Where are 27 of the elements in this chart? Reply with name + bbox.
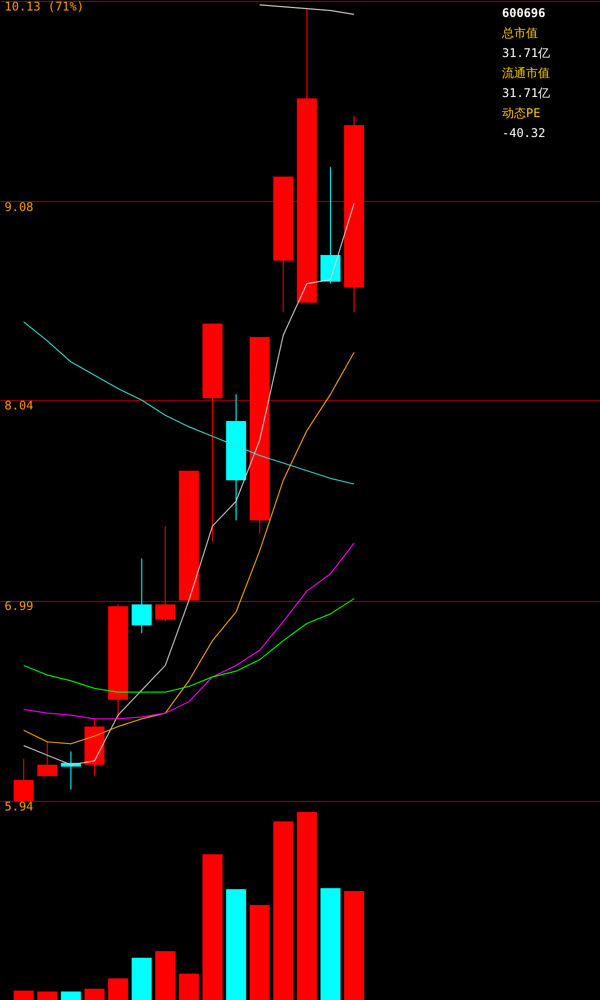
bar: [250, 905, 270, 1000]
bar: [84, 988, 104, 1000]
bar: [226, 889, 246, 1000]
text: -40.32: [502, 126, 546, 140]
bar: [202, 854, 222, 1000]
bar: [178, 974, 199, 1000]
bar: [155, 951, 176, 1000]
bar: [320, 888, 340, 1000]
bar: [132, 958, 152, 1000]
bar: [108, 978, 128, 1000]
bar: [273, 821, 294, 1000]
text: 600696: [502, 6, 546, 20]
text: 31.71亿: [502, 46, 550, 60]
y-tick-label: 8.04: [4, 398, 34, 413]
y-tick-label: 10.13 (71%): [4, 0, 84, 14]
y-tick-label: 6.99: [4, 599, 34, 614]
text: 总市值: [501, 26, 538, 40]
bar: [14, 990, 34, 1000]
y-tick-label: 5.94: [4, 800, 34, 814]
bar: [60, 992, 81, 1000]
text: 动态PE: [502, 106, 540, 120]
bar: [37, 992, 58, 1000]
bar: [344, 890, 364, 1000]
y-tick-label: 9.08: [4, 200, 34, 214]
text: 流通市值: [502, 66, 550, 80]
bar: [296, 812, 317, 1000]
text: 31.71亿: [502, 86, 550, 100]
